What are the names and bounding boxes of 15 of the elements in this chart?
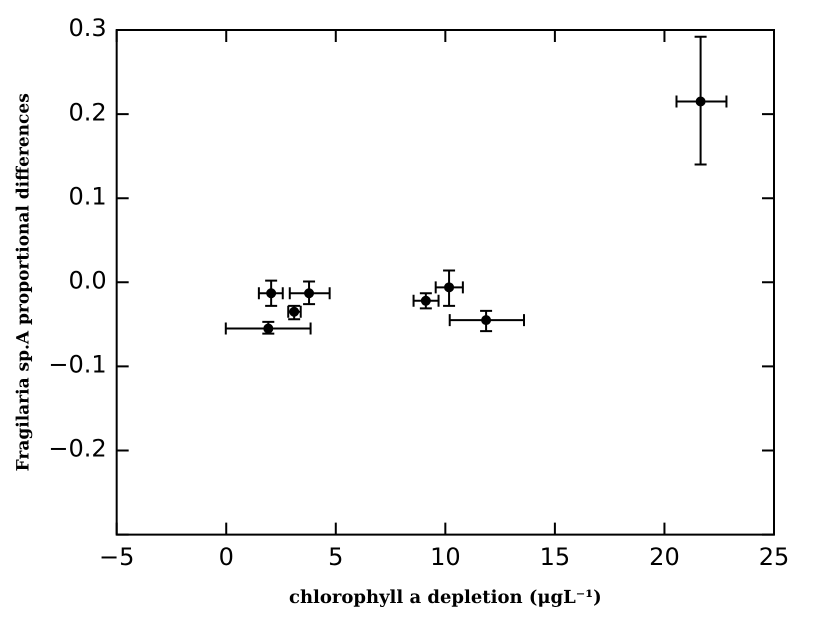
y-tick-label: −0.2 (48, 434, 107, 463)
x-tick-label: 20 (649, 543, 680, 572)
y-axis-title: Fragilaria sp.A proportional differences (14, 93, 34, 472)
x-axis-title: chlorophyll a depletion (μgL⁻¹) (289, 586, 602, 608)
x-tick-label: 5 (328, 543, 344, 572)
y-tick-label: 0.3 (68, 14, 107, 42)
y-tick-label: 0.1 (68, 182, 107, 210)
x-tick-label: 15 (540, 543, 570, 572)
y-tick-label: 0.2 (68, 98, 107, 126)
x-tick-label: −5 (98, 543, 134, 572)
y-tick-label: −0.1 (48, 350, 107, 379)
x-tick-label: 10 (430, 543, 461, 572)
x-tick-label: 0 (218, 543, 234, 572)
y-tick-label: 0.0 (68, 266, 107, 295)
x-tick-label: 25 (758, 543, 790, 572)
